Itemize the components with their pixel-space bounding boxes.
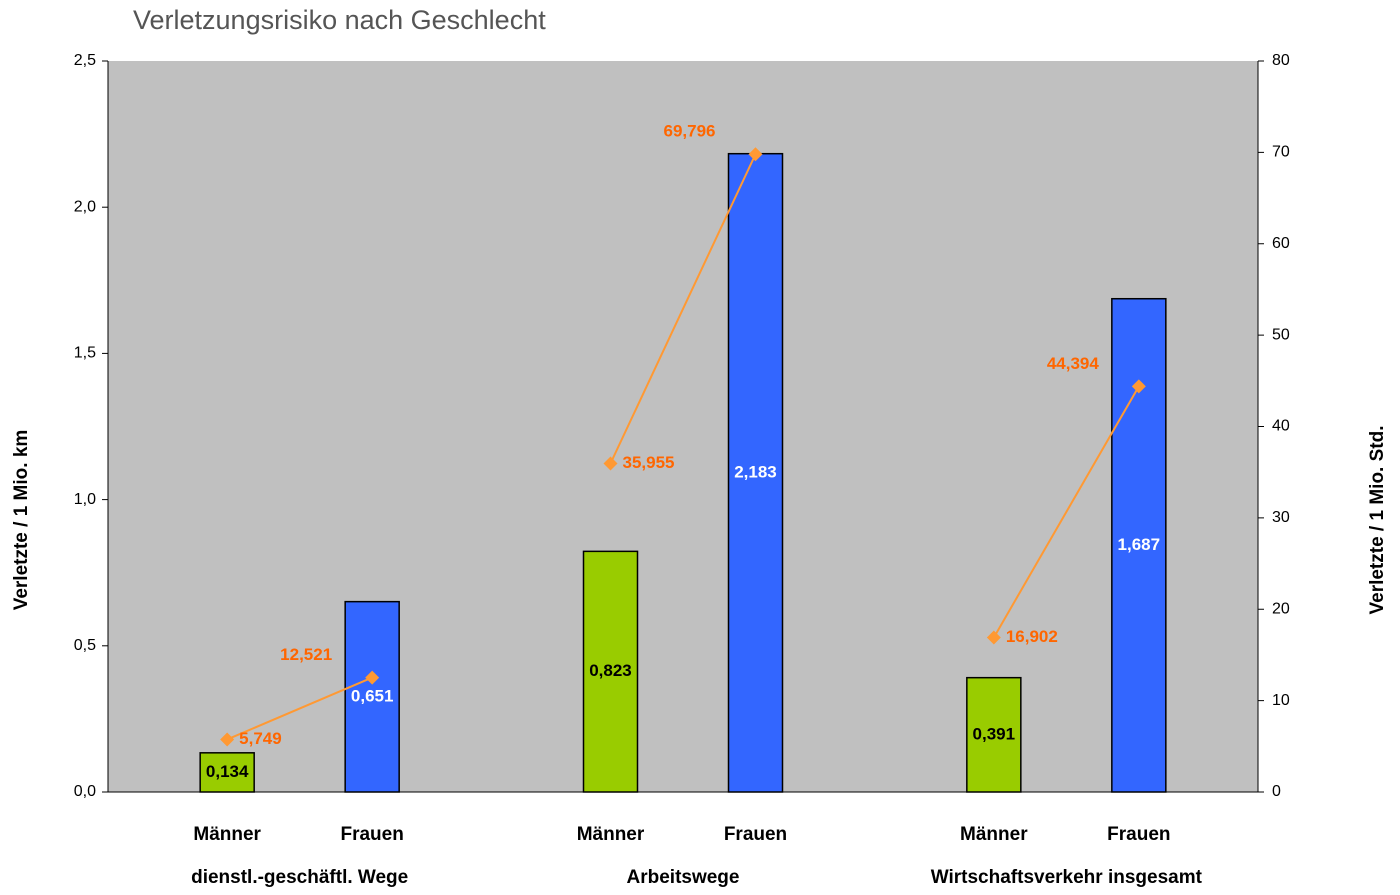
bar [199, 752, 255, 793]
y2-tick-label: 40 [1272, 418, 1290, 435]
line-value-label: 35,955 [623, 453, 675, 472]
y2-tick-label: 50 [1272, 326, 1290, 343]
line [226, 676, 373, 741]
plot-area [108, 61, 1258, 792]
bar-value-label: 0,391 [973, 724, 1016, 743]
line-marker [1131, 379, 1146, 394]
line-value-label: 16,902 [1006, 627, 1058, 646]
y2-tick-label: 70 [1272, 144, 1290, 161]
y2-tick-label: 10 [1272, 692, 1290, 709]
x-tick-label: Frauen [1107, 824, 1170, 845]
bar-value-label: 0,651 [351, 686, 394, 705]
y-axis-title: Verletzte / 1 Mio. km [11, 430, 32, 611]
y2-tick-label: 30 [1272, 509, 1290, 526]
y-tick-label: 1,0 [74, 491, 96, 508]
group-label: Wirtschaftsverkehr insgesamt [931, 867, 1203, 888]
bar [727, 152, 784, 793]
line-marker [365, 670, 380, 685]
line-marker [748, 147, 763, 162]
y-tick-label: 1,5 [74, 345, 96, 362]
line [992, 385, 1140, 639]
group-label: dienstl.-geschäftl. Wege [191, 867, 408, 888]
line-value-label: 69,796 [664, 122, 716, 141]
line-value-label: 5,749 [239, 729, 282, 748]
y2-tick-label: 20 [1272, 600, 1290, 617]
bar [582, 550, 639, 793]
y-tick-label: 0,0 [74, 783, 96, 800]
y2-tick-label: 80 [1272, 52, 1290, 69]
bar-value-label: 0,823 [589, 661, 632, 680]
x-tick-label: Frauen [340, 824, 403, 845]
y2-tick-label: 60 [1272, 235, 1290, 252]
line [609, 153, 757, 464]
bar-value-label: 2,183 [734, 462, 777, 481]
bar [966, 676, 1022, 793]
group-label: Arbeitswege [627, 867, 740, 888]
x-tick-label: Männer [960, 824, 1028, 845]
bar-value-label: 1,687 [1118, 535, 1161, 554]
bar [344, 600, 400, 793]
y-tick-label: 0,5 [74, 637, 96, 654]
x-tick-label: Frauen [724, 824, 787, 845]
y2-tick-label: 0 [1272, 783, 1281, 800]
line-marker [603, 456, 618, 471]
line-value-label: 12,521 [280, 645, 332, 664]
y2-axis-title: Verletzte / 1 Mio. Std. [1367, 426, 1388, 615]
x-tick-label: Männer [577, 824, 645, 845]
line-value-label: 44,394 [1047, 354, 1100, 373]
bar-value-label: 0,134 [206, 762, 249, 781]
y-tick-label: 2,0 [74, 198, 96, 215]
x-tick-label: Männer [193, 824, 261, 845]
y-tick-label: 2,5 [74, 52, 96, 69]
line-marker [986, 630, 1001, 645]
chart-title: Verletzungsrisiko nach Geschlecht [133, 5, 546, 35]
line-marker [220, 732, 235, 747]
